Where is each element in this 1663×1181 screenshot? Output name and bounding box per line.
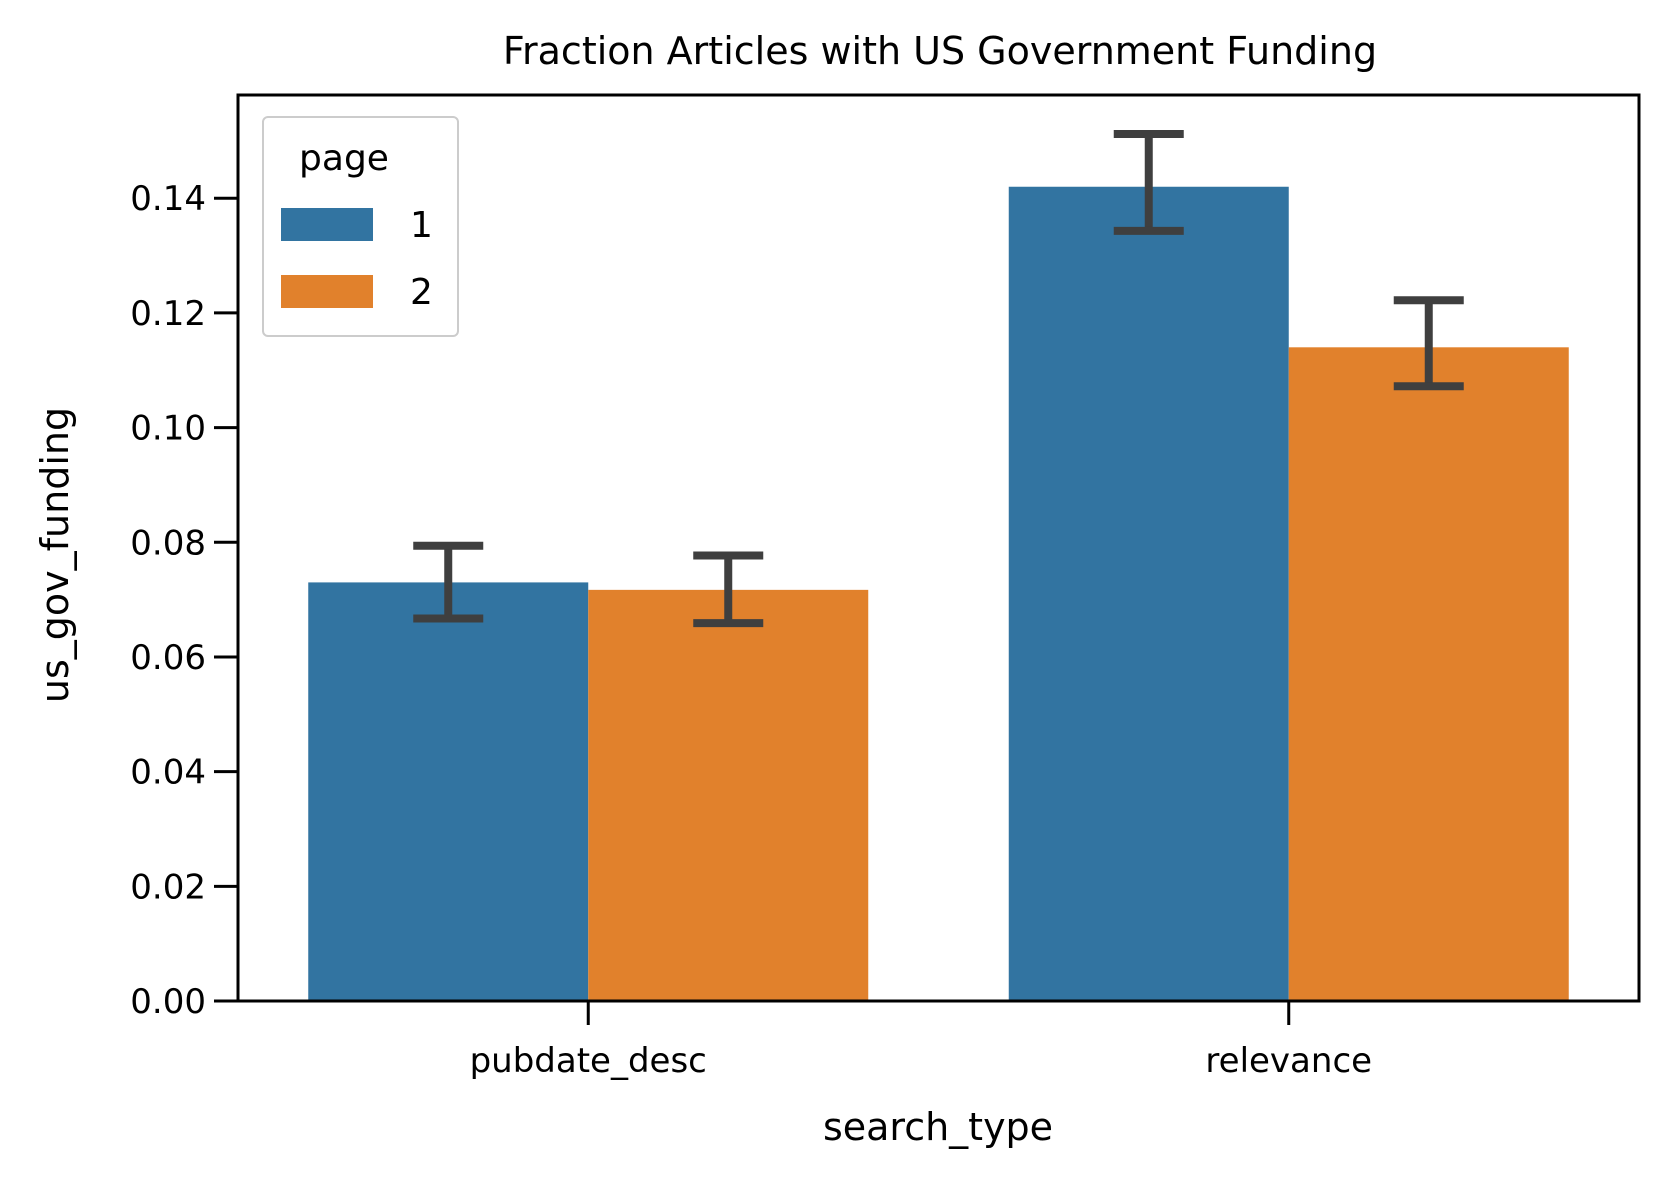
y-tick-label: 0.02 — [130, 867, 206, 907]
y-tick-label: 0.04 — [130, 753, 206, 793]
y-tick-label: 0.12 — [130, 294, 206, 334]
legend: page 12 — [262, 116, 459, 337]
bar-pubdate_desc-page-1 — [308, 582, 589, 1001]
x-axis-ticks: pubdate_desc relevance — [470, 1001, 1372, 1081]
errorbar-pubdate_desc-page-1 — [413, 541, 484, 623]
errorbars-layer — [413, 129, 1464, 628]
chart-title: Fraction Articles with US Government Fun… — [503, 29, 1377, 73]
errorbar-relevance-page-2 — [1393, 296, 1464, 391]
legend-label-page-1: 1 — [410, 205, 433, 246]
errorbar-relevance-page-1 — [1113, 129, 1184, 235]
legend-label-page-2: 2 — [410, 272, 433, 313]
bars-layer — [308, 186, 1569, 1002]
plot-frame — [236, 93, 1641, 1003]
x-tick-label-pubdate_desc: pubdate_desc — [470, 1041, 707, 1081]
bar-pubdate_desc-page-2 — [588, 589, 869, 1001]
y-tick-label: 0.14 — [130, 179, 206, 219]
legend-swatch-page-1 — [281, 208, 373, 241]
legend-entries: 12 — [281, 205, 433, 313]
bar-relevance-page-2 — [1288, 347, 1569, 1001]
errorbar-pubdate_desc-page-2 — [693, 551, 764, 628]
legend-title: page — [299, 138, 389, 179]
y-tick-label: 0.06 — [130, 638, 206, 678]
y-tick-label: 0.10 — [130, 409, 206, 449]
x-axis-label: search_type — [823, 1105, 1053, 1149]
bar-relevance-page-1 — [1008, 186, 1289, 1002]
x-tick-label-relevance: relevance — [1205, 1041, 1372, 1081]
y-tick-label: 0.00 — [130, 982, 206, 1022]
y-tick-label: 0.08 — [130, 523, 206, 563]
y-axis-ticks: 0.00 0.02 0.04 0.06 0.08 0.10 0.12 0.14 — [130, 179, 238, 1022]
legend-swatch-page-2 — [281, 275, 373, 308]
y-axis-label: us_gov_funding — [33, 407, 77, 703]
